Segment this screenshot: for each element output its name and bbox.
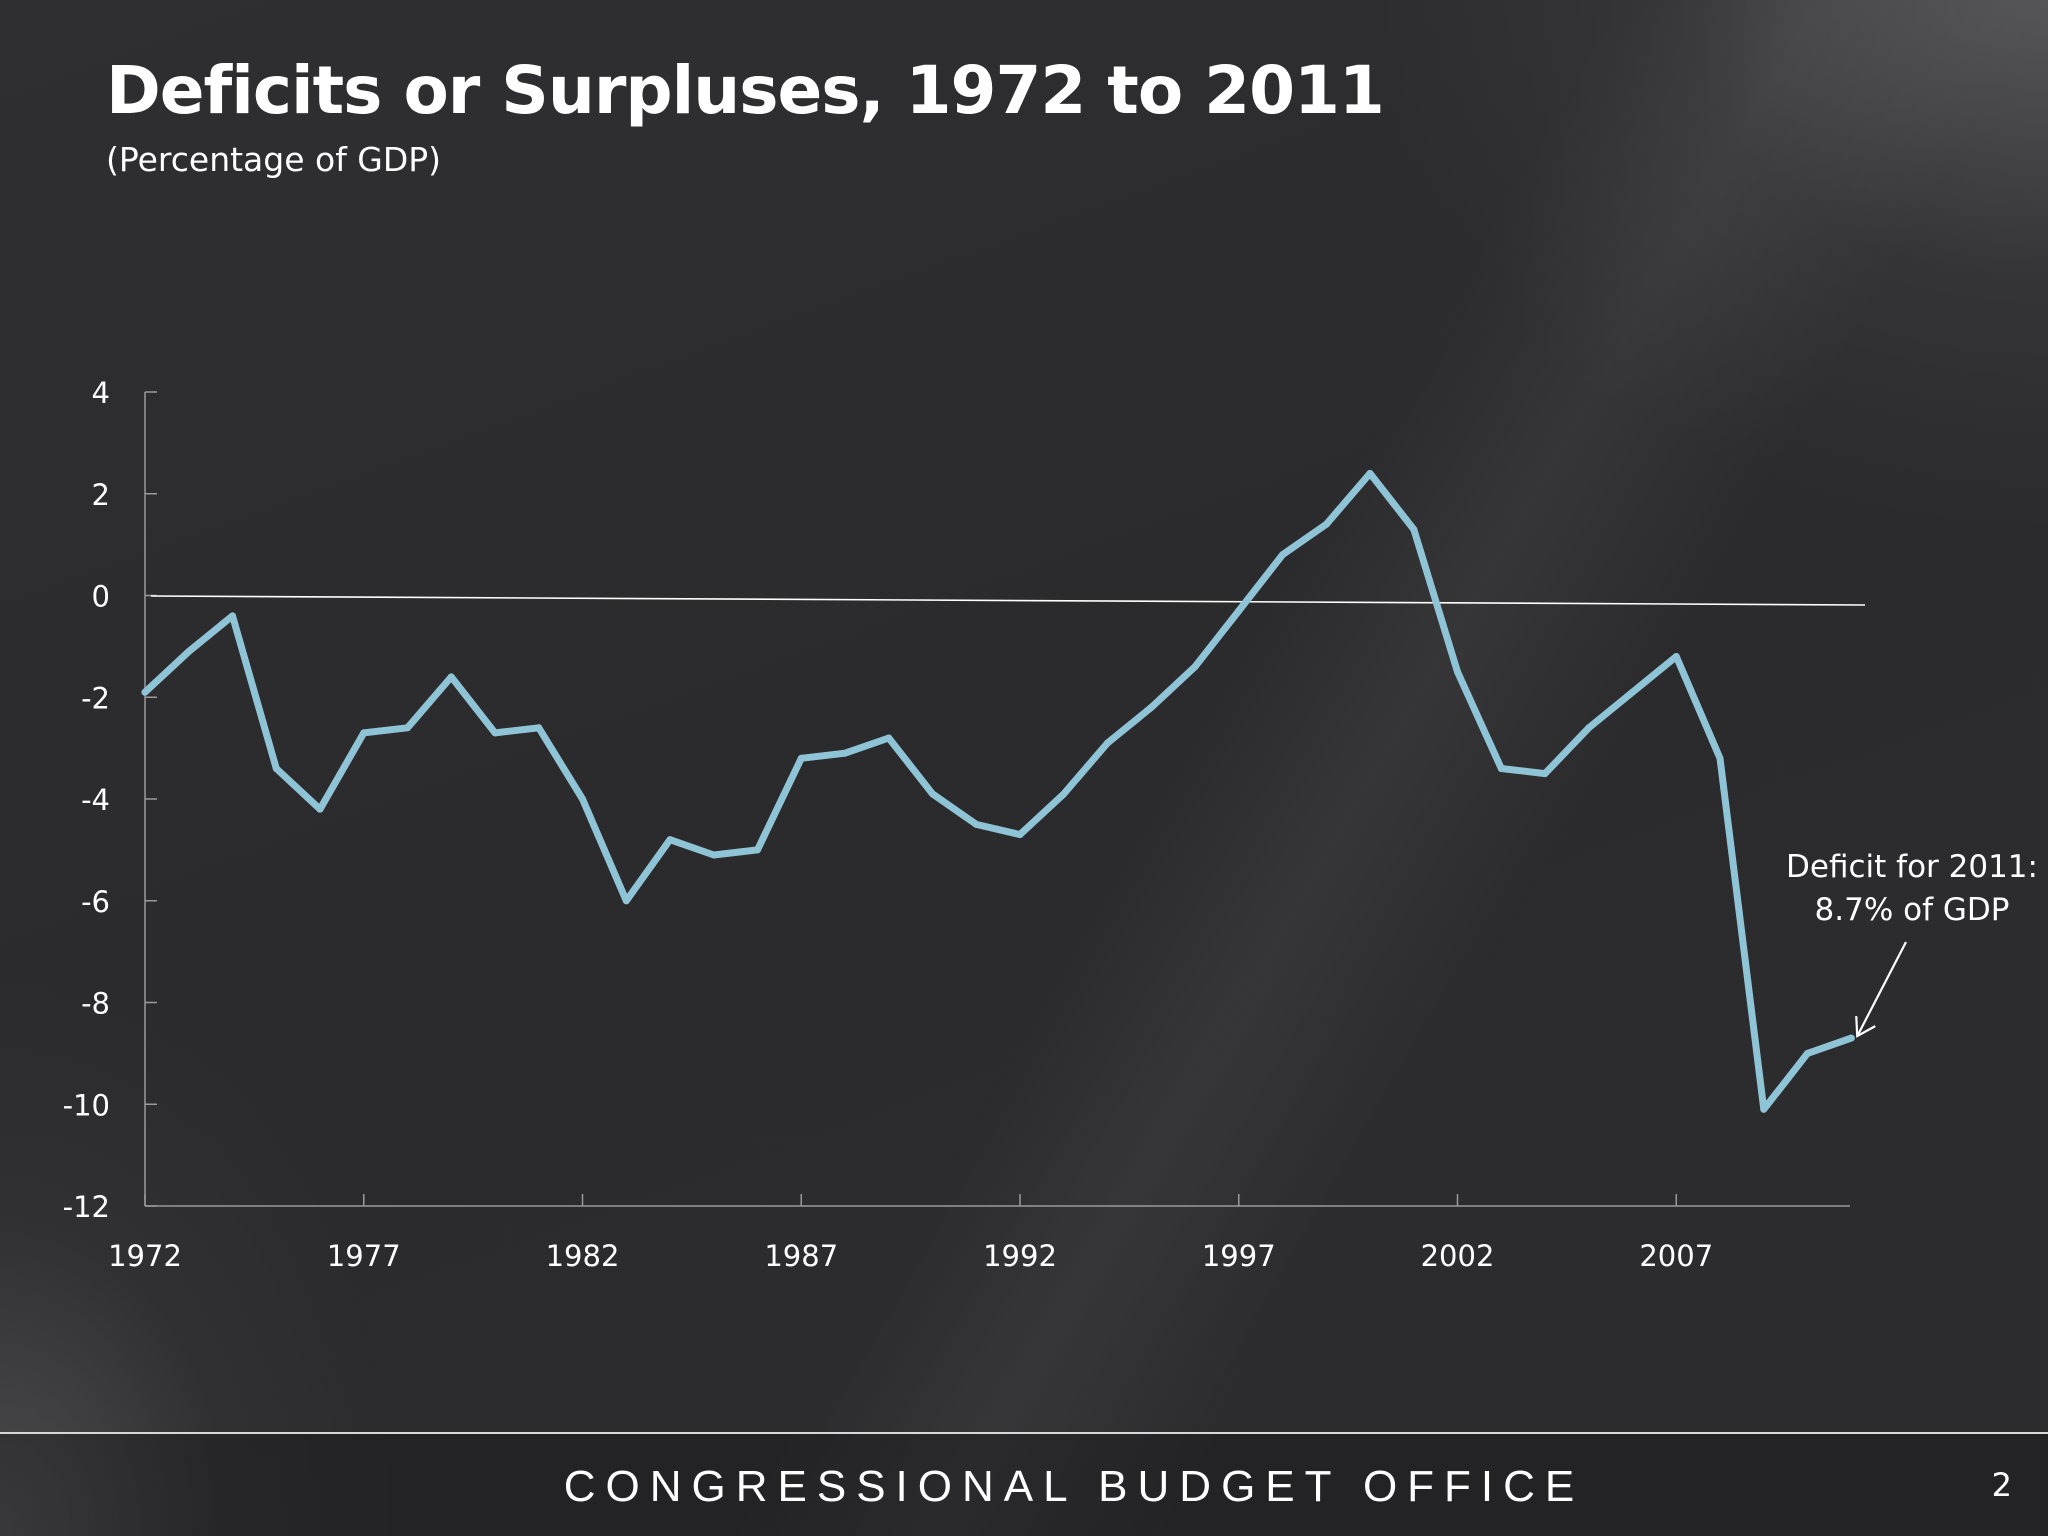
annotation-arrowhead-icon [1855,1016,1876,1038]
y-tick-label: -8 [81,987,110,1021]
data-point [1235,607,1243,615]
data-point [885,734,893,742]
data-point [1060,790,1068,798]
data-point [1804,1049,1811,1057]
data-point [1585,724,1593,732]
data-point [710,851,718,859]
deficit-series-points [141,469,1855,1113]
x-tick-label: 2002 [1421,1239,1495,1273]
footer-band [0,1434,2048,1536]
data-point [1497,764,1505,772]
data-point [1454,668,1461,676]
data-point [447,673,455,681]
y-tick-label: -12 [63,1190,110,1224]
x-tick-label: 1992 [983,1239,1057,1273]
annotation-arrow [1856,941,1907,1037]
x-tick-label: 1972 [108,1239,182,1273]
organization-name: CONGRESSIONAL BUDGET OFFICE [563,1462,1585,1511]
y-tick-label: -4 [81,783,110,817]
x-tick-label: 1997 [1202,1239,1276,1273]
deficit-series-line [141,469,1855,1113]
data-point [535,724,543,732]
data-point [404,724,411,732]
data-point [579,795,586,803]
data-point [1760,1105,1768,1113]
y-tick-label: -10 [63,1088,110,1122]
y-tick-label: -6 [81,885,110,919]
y-axis-ticks: 4 2 0 -2 -4 -6 -8 -10 -12 [63,376,157,1224]
data-point [841,749,849,757]
data-point [1847,1034,1855,1042]
annotation-line-1: Deficit for 2011: [1786,849,2038,885]
page-number: 2 [1991,1466,2012,1504]
slide-subtitle: (Percentage of GDP) [106,140,442,179]
data-point [1672,653,1680,661]
data-point [360,729,368,737]
slide-title: Deficits or Surpluses, 1972 to 2011 [106,52,1385,129]
data-point [1366,469,1374,477]
data-point [666,836,674,844]
data-point [1322,520,1330,528]
x-tick-label: 1982 [546,1239,620,1273]
y-tick-label: 2 [92,478,110,512]
x-tick-label: 1987 [764,1239,838,1273]
data-point [1104,739,1111,747]
y-tick-label: -2 [81,681,110,715]
data-point [1541,770,1549,778]
data-point [1410,525,1418,533]
y-tick-label: 4 [92,376,110,410]
zero-reference-line [150,595,1866,606]
data-point [972,820,980,828]
data-point [141,688,149,696]
data-point [316,805,324,813]
data-point [229,612,236,620]
footer-divider [0,1432,2048,1434]
data-point [272,764,280,772]
data-point [929,790,936,798]
data-point [1016,831,1024,839]
annotation-2011: Deficit for 2011: 8.7% of GDP [1786,849,2038,1038]
data-point [185,647,193,655]
data-point [1716,754,1724,762]
data-point [1629,688,1636,696]
data-point [491,729,499,737]
x-tick-label: 2007 [1639,1239,1713,1273]
data-point [1191,663,1199,671]
data-point [1147,703,1155,711]
y-tick-label: 0 [92,580,110,614]
data-point [797,754,805,762]
x-axis-ticks: 1972 1977 1982 1987 1992 1997 2002 2007 [108,1194,1713,1273]
data-point [622,897,630,905]
data-point [754,846,761,854]
data-point [1279,551,1286,559]
x-tick-label: 1977 [327,1239,401,1273]
annotation-line-2: 8.7% of GDP [1815,892,2010,928]
